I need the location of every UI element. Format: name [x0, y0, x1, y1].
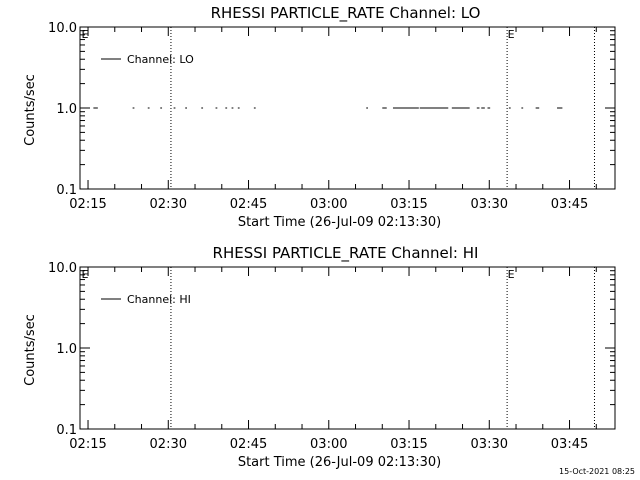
- x-tick-label: 03:45: [551, 437, 588, 452]
- x-tick-label: 03:00: [310, 197, 347, 212]
- legend-label: Channel: HI: [127, 293, 191, 306]
- y-tick-label: 1.0: [56, 102, 77, 117]
- y-tick-label: 10.0: [48, 261, 77, 276]
- x-axis-label: Start Time (26-Jul-09 02:13:30): [238, 215, 441, 230]
- x-tick-label: 03:00: [310, 437, 347, 452]
- x-tick-label: 03:15: [390, 437, 427, 452]
- x-tick-label: 03:45: [551, 197, 588, 212]
- x-tick-label: 02:15: [69, 437, 106, 452]
- event-marker-label: E: [82, 28, 89, 41]
- x-tick-label: 03:30: [471, 437, 508, 452]
- x-tick-label: 02:45: [230, 437, 267, 452]
- event-marker-label: E: [508, 268, 515, 281]
- y-tick-label: 0.1: [56, 423, 77, 438]
- y-tick-label: 1.0: [56, 342, 77, 357]
- x-tick-label: 02:45: [230, 197, 267, 212]
- x-tick-label: 02:15: [69, 197, 106, 212]
- x-tick-label: 03:30: [471, 197, 508, 212]
- y-axis-label: Counts/sec: [23, 74, 38, 146]
- footer-timestamp: 15-Oct-2021 08:25: [559, 467, 635, 476]
- x-tick-label: 03:15: [390, 197, 427, 212]
- chart-panel-1: RHESSI PARTICLE_RATE Channel: LO 0.1 1.0 10…: [23, 4, 616, 230]
- y-tick-label: 10.0: [48, 21, 77, 36]
- x-tick-label: 02:30: [150, 437, 187, 452]
- chart-panel-2: RHESSI PARTICLE_RATE Channel: HI 0.1 1.0 10…: [23, 244, 616, 470]
- plot-frame: [79, 266, 616, 430]
- y-tick-label: 0.1: [56, 183, 77, 198]
- x-tick-label: 02:30: [150, 197, 187, 212]
- x-axis-label: Start Time (26-Jul-09 02:13:30): [238, 455, 441, 470]
- chart-title: RHESSI PARTICLE_RATE Channel: HI: [213, 244, 479, 263]
- event-marker-label: E: [508, 28, 515, 41]
- y-axis-label: Counts/sec: [23, 314, 38, 386]
- event-marker-label: E: [82, 268, 89, 281]
- chart-title: RHESSI PARTICLE_RATE Channel: LO: [211, 4, 481, 23]
- legend-label: Channel: LO: [127, 53, 194, 66]
